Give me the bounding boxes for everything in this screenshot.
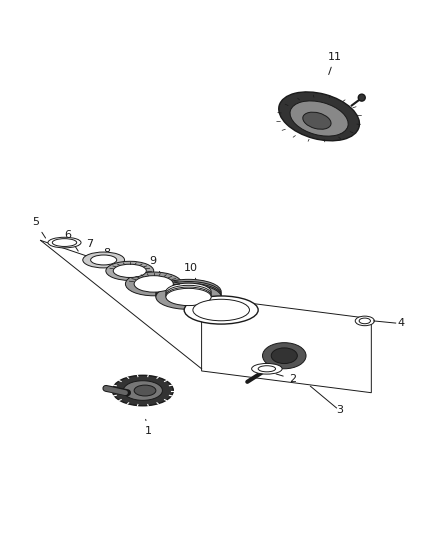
Ellipse shape (156, 281, 221, 306)
Text: 10: 10 (184, 263, 198, 286)
Text: 8: 8 (104, 248, 120, 271)
Ellipse shape (52, 239, 77, 246)
Text: 9: 9 (149, 256, 163, 277)
Text: 2: 2 (276, 374, 296, 384)
Ellipse shape (166, 283, 211, 300)
Text: 3: 3 (336, 405, 343, 415)
Ellipse shape (156, 283, 221, 308)
Ellipse shape (303, 112, 331, 129)
Ellipse shape (134, 276, 173, 292)
Ellipse shape (156, 285, 221, 309)
Ellipse shape (134, 385, 156, 396)
Ellipse shape (355, 316, 374, 326)
Text: 11: 11 (328, 52, 342, 75)
Ellipse shape (91, 255, 117, 265)
Text: 7: 7 (86, 239, 100, 260)
Circle shape (358, 94, 365, 101)
Ellipse shape (359, 318, 371, 324)
Ellipse shape (166, 288, 211, 305)
Text: 4: 4 (397, 318, 405, 328)
Ellipse shape (279, 92, 360, 141)
Ellipse shape (125, 272, 182, 296)
Ellipse shape (262, 343, 306, 369)
Ellipse shape (106, 261, 154, 280)
Ellipse shape (252, 364, 282, 374)
Ellipse shape (83, 252, 124, 268)
Text: 5: 5 (32, 217, 46, 238)
Ellipse shape (156, 279, 221, 304)
Ellipse shape (166, 285, 211, 303)
Ellipse shape (113, 375, 173, 406)
Text: 1: 1 (145, 419, 152, 436)
Text: 6: 6 (64, 230, 78, 251)
Ellipse shape (184, 296, 258, 324)
Ellipse shape (290, 101, 348, 136)
Ellipse shape (48, 237, 81, 248)
Ellipse shape (258, 366, 276, 372)
Ellipse shape (113, 264, 146, 278)
Ellipse shape (193, 299, 250, 321)
Ellipse shape (123, 381, 162, 400)
Ellipse shape (271, 348, 297, 364)
Ellipse shape (166, 287, 211, 304)
